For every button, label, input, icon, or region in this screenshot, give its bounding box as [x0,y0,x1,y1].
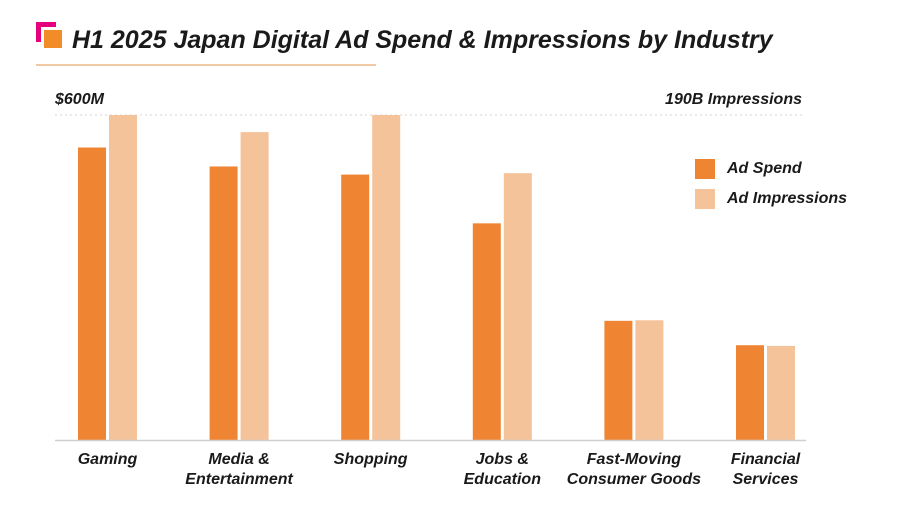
bar-ad-impressions-media-entertainment [240,132,269,440]
legend-item-ad-impressions: Ad Impressions [695,188,847,210]
category-label: Gaming [33,450,183,470]
legend-swatch-ad-spend [695,159,715,179]
right-axis-label: 190B Impressions [665,91,802,108]
brand-logo [36,22,64,50]
category-label: Jobs & Education [427,450,577,490]
category-label-line: Shopping [333,451,408,468]
legend-label-ad-spend: Ad Spend [727,160,802,177]
category-label-line: Fast-Moving [586,451,681,468]
bar-ad-impressions-shopping [372,115,401,440]
chart-title: H1 2025 Japan Digital Ad Spend & Impress… [72,26,773,54]
bar-ad-spend-financial-services [736,345,764,440]
bar-ad-spend-jobs-education [472,223,501,440]
category-label: Fast-Moving Consumer Goods [559,450,709,490]
category-label: Financial Services [691,450,841,490]
category-label-line: Entertainment [185,471,293,488]
category-label: Shopping [296,450,446,470]
bar-ad-spend-gaming [78,147,106,440]
legend-swatch-ad-impressions [695,189,715,209]
bar-ad-impressions-jobs-education [503,173,532,440]
title-underline [36,64,376,66]
bar-ad-impressions-gaming [109,115,137,440]
category-label-line: Media & [208,451,270,468]
bar-ad-impressions-fast-moving-consumer-goods [635,320,664,440]
legend-item-ad-spend: Ad Spend [695,158,847,180]
left-axis-label: $600M [55,91,104,108]
category-label-line: Financial [730,451,801,468]
category-label-line: Education [463,471,541,488]
bar-ad-impressions-financial-services [767,345,795,440]
bar-ad-spend-shopping [341,174,370,441]
bar-ad-spend-fast-moving-consumer-goods [604,320,633,440]
legend-label-ad-impressions: Ad Impressions [727,190,848,207]
category-label-line: Gaming [77,451,138,468]
legend: Ad Spend Ad Impressions [695,158,847,218]
category-label: Media & Entertainment [164,450,314,490]
category-label-line: Consumer Goods [566,471,701,488]
category-label-line: Jobs & [475,451,529,468]
bar-ad-spend-media-entertainment [209,166,238,441]
category-label-line: Services [732,471,799,488]
